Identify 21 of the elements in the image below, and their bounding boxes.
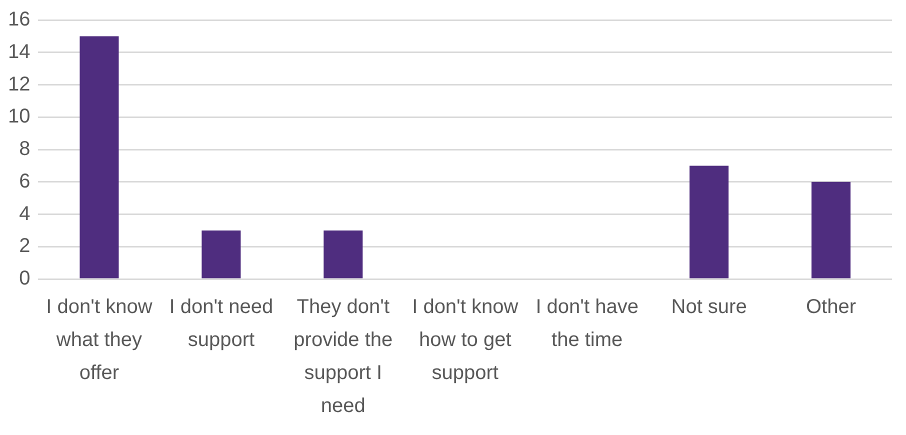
x-tick-label: Not sure	[671, 296, 747, 318]
bar	[80, 36, 119, 278]
x-tick-label: I don't have the time	[536, 296, 638, 352]
y-tick-label: 2	[19, 235, 30, 258]
bar	[202, 230, 241, 278]
y-tick-label: 16	[8, 8, 30, 31]
y-tick-label: 14	[8, 40, 30, 63]
y-tick-label: 12	[8, 73, 30, 96]
y-tick-label: 10	[8, 106, 30, 128]
x-tick-label: I don't know how to get support	[412, 296, 519, 384]
x-tick-label: Other	[806, 296, 856, 318]
y-tick-label: 8	[19, 138, 30, 160]
bar	[690, 166, 729, 278]
x-tick-label: I don't know what they offer	[46, 296, 153, 384]
x-tick-label: I don't need support	[169, 296, 274, 352]
y-tick-label: 6	[19, 170, 30, 192]
bar	[812, 182, 851, 278]
bar	[324, 230, 363, 278]
x-tick-label: They don't provide the support I need	[294, 296, 393, 418]
y-tick-label: 0	[19, 268, 30, 290]
y-tick-label: 4	[19, 202, 30, 225]
